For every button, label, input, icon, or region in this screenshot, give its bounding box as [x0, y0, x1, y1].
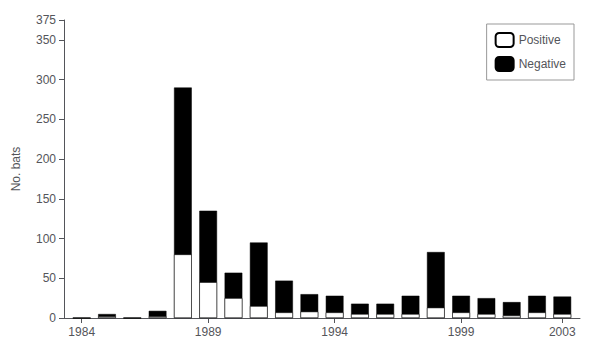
- svg-text:50: 50: [43, 271, 57, 285]
- svg-text:200: 200: [36, 152, 56, 166]
- svg-text:1984: 1984: [68, 325, 95, 339]
- svg-text:100: 100: [36, 232, 56, 246]
- svg-text:0: 0: [49, 311, 56, 325]
- svg-text:1994: 1994: [321, 325, 348, 339]
- svg-text:300: 300: [36, 73, 56, 87]
- svg-text:150: 150: [36, 192, 56, 206]
- svg-text:2003: 2003: [549, 325, 576, 339]
- svg-text:1989: 1989: [195, 325, 222, 339]
- svg-text:375: 375: [36, 13, 56, 27]
- svg-text:Positive: Positive: [519, 33, 561, 47]
- svg-text:Negative: Negative: [519, 57, 567, 71]
- svg-text:1999: 1999: [448, 325, 475, 339]
- svg-text:350: 350: [36, 33, 56, 47]
- svg-text:No. bats: No. bats: [9, 147, 23, 192]
- svg-text:250: 250: [36, 112, 56, 126]
